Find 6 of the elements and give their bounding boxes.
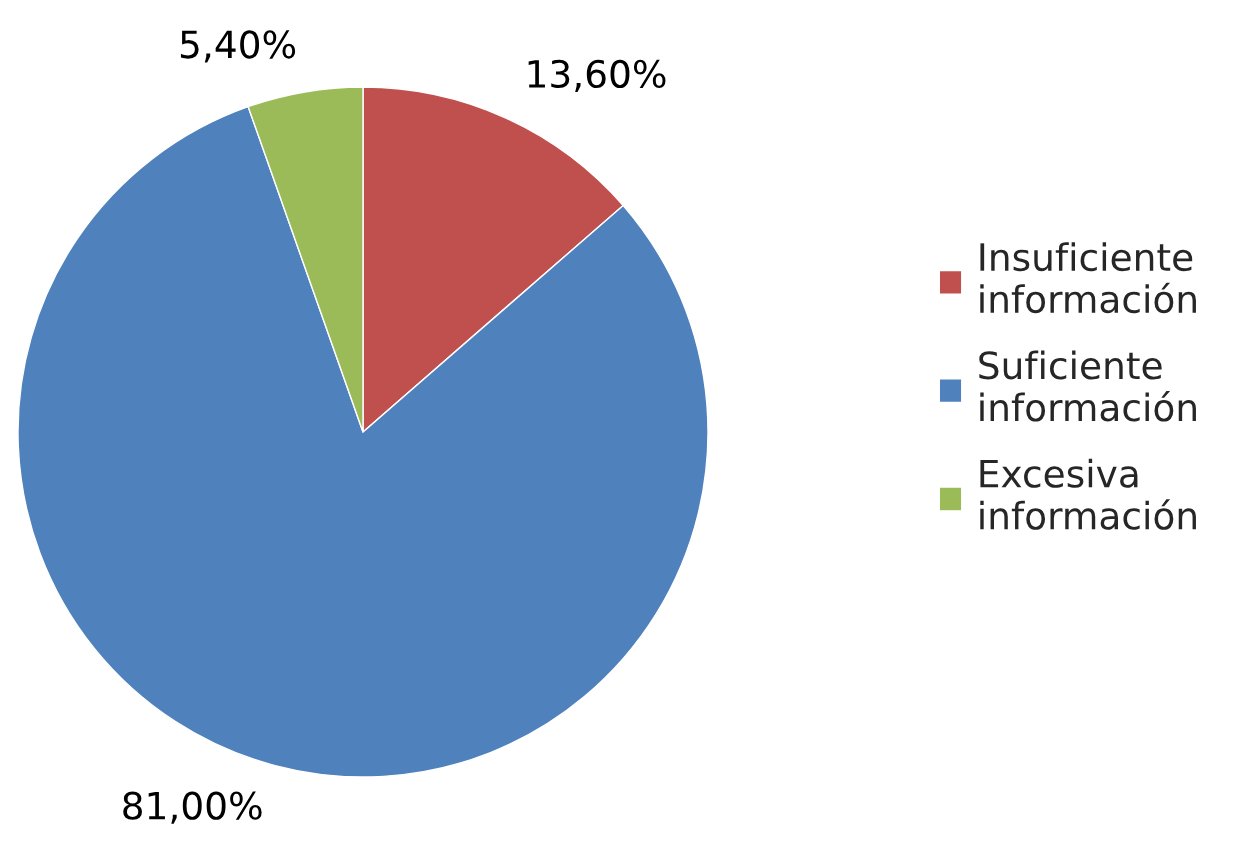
data-label: 81,00% <box>123 791 262 824</box>
legend-label: Insuficiente información <box>980 242 1196 314</box>
data-label: 5,40% <box>180 30 296 63</box>
data-label: 13,60% <box>528 59 666 92</box>
legend-label: Excesiva información <box>980 458 1196 530</box>
legend-label: Suficiente información <box>979 350 1196 422</box>
